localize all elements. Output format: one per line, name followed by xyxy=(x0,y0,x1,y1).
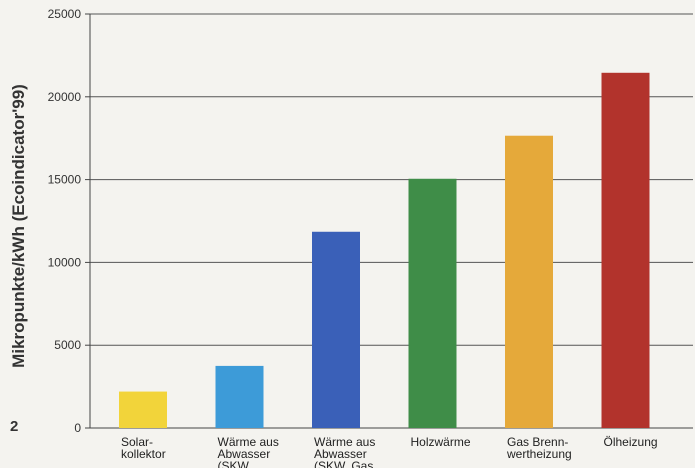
bar xyxy=(505,135,553,428)
x-category-label: Wärme aus Abwasser (SKW, Gas... xyxy=(314,435,383,468)
bar xyxy=(312,231,360,428)
y-tick-label: 20000 xyxy=(48,90,82,104)
figure-number: 2 xyxy=(10,418,18,435)
bar xyxy=(408,178,457,428)
y-axis-label: Mikropunkte/kWh (Ecoindicator'99) xyxy=(9,84,28,368)
x-category-label: Wärme aus Abwasser (SKW... xyxy=(218,435,279,468)
x-axis-labels: Solar-kollektor Wärme aus Abwasser (SKW... W… xyxy=(121,435,658,468)
y-tick-label: 0 xyxy=(74,421,81,435)
gridlines xyxy=(90,13,693,346)
y-tick-label: 5000 xyxy=(54,338,81,352)
x-category-label: Holzwärme xyxy=(411,435,471,449)
bar xyxy=(119,391,167,428)
y-axis-ticks: 0 5000 10000 15000 20000 25000 xyxy=(48,7,90,435)
y-tick-label: 15000 xyxy=(48,173,82,187)
bars xyxy=(119,72,650,429)
y-tick-label: 25000 xyxy=(48,7,82,21)
bar xyxy=(601,72,650,429)
bar xyxy=(215,365,264,428)
x-category-label: Gas Brenn-wertheizung xyxy=(506,435,572,461)
y-tick-label: 10000 xyxy=(48,255,82,269)
x-category-label: Solar-kollektor xyxy=(121,435,166,461)
x-category-label: Ölheizung xyxy=(604,435,658,449)
